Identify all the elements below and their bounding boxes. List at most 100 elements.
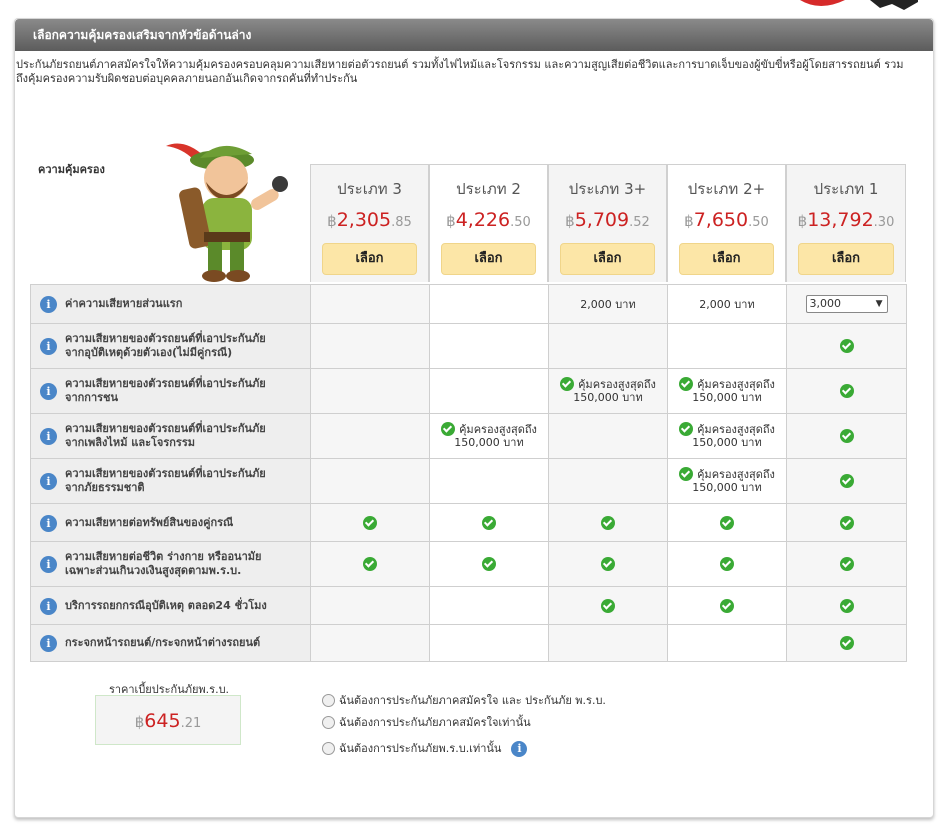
select-plan-1-button[interactable]: เลือก — [798, 243, 894, 275]
info-icon[interactable]: i — [40, 338, 57, 355]
row-label-text: ความเสียหายของตัวรถยนต์ที่เอาประกันภัย — [65, 377, 266, 390]
coverage-column-label: ความคุ้มครอง — [38, 163, 105, 176]
cell — [667, 323, 787, 369]
check-icon — [560, 377, 575, 391]
check-icon — [363, 515, 377, 530]
check-icon — [601, 557, 615, 571]
price-decimal: .85 — [391, 215, 412, 230]
price-decimal: .50 — [510, 215, 531, 230]
cell — [548, 323, 668, 369]
check-icon — [482, 515, 496, 530]
info-icon[interactable]: i — [40, 383, 57, 400]
table-row-collision: i ความเสียหายของตัวรถยนต์ที่เอาประกันภัยจ… — [30, 368, 907, 414]
check-icon — [839, 429, 854, 443]
select-plan-2-button[interactable]: เลือก — [441, 243, 536, 275]
plan-name: ประเภท 2 — [456, 180, 521, 198]
row-label: i กระจกหน้ารถยนต์/กระจกหน้าต่างรถยนต์ — [30, 624, 311, 662]
row-label-text: ความเสียหายต่อชีวิต ร่างกาย หรืออนามัย — [65, 550, 262, 563]
cell — [429, 368, 549, 414]
plan-type-2-plus: ประเภท 2+ ฿7,650.50 เลือก — [667, 164, 786, 282]
cell — [667, 503, 787, 542]
price-integer: 645 — [144, 710, 181, 732]
check-icon — [839, 515, 854, 530]
radio-button[interactable] — [322, 715, 335, 729]
plan-name: ประเภท 3+ — [568, 180, 647, 198]
select-plan-2-plus-button[interactable]: เลือก — [679, 243, 774, 275]
option-voluntary-and-compulsory[interactable]: ฉันต้องการประกันภัยภาคสมัครใจ และ ประกัน… — [322, 693, 606, 715]
price-decimal: .21 — [180, 716, 202, 731]
row-label-text: ความเสียหายของตัวรถยนต์ที่เอาประกันภัย — [65, 422, 266, 435]
row-label: i ความเสียหายต่อทรัพย์สินของคู่กรณี — [30, 503, 311, 542]
row-label-text: กระจกหน้ารถยนต์/กระจกหน้าต่างรถยนต์ — [65, 636, 261, 649]
cap-text: คุ้มครองสูงสุดถึง — [697, 468, 775, 481]
check-icon — [601, 598, 615, 613]
dropdown-arrow-icon: ▼ — [875, 299, 883, 309]
select-plan-3-plus-button[interactable]: เลือก — [560, 243, 655, 275]
cell: คุ้มครองสูงสุดถึง 150,000 บาท — [429, 413, 549, 459]
option-label: ฉันต้องการประกันภัยพ.ร.บ.เท่านั้น — [339, 742, 502, 755]
row-label-text: บริการรถยกกรณีอุบัติเหตุ ตลอด24 ชั่วโมง — [65, 598, 267, 612]
row-label: i ความเสียหายของตัวรถยนต์ที่เอาประกันภัยจ… — [30, 458, 311, 504]
cell — [548, 458, 668, 504]
table-row-windshield: i กระจกหน้ารถยนต์/กระจกหน้าต่างรถยนต์ — [30, 624, 907, 662]
currency-symbol: ฿ — [446, 212, 456, 230]
check-icon — [441, 422, 456, 436]
option-label: ฉันต้องการประกันภัยภาคสมัครใจเท่านั้น — [339, 716, 531, 729]
currency-symbol: ฿ — [797, 212, 808, 230]
plan-type-1: ประเภท 1 ฿13,792.30 เลือก — [786, 164, 906, 282]
option-compulsory-only[interactable]: ฉันต้องการประกันภัยพ.ร.บ.เท่านั้น i — [322, 741, 606, 763]
info-icon[interactable]: i — [511, 741, 528, 757]
plan-name: ประเภท 3 — [337, 180, 402, 198]
coverage-table: i ค่าความเสียหายส่วนแรก 2,000 บาท 2,000 บ… — [30, 284, 907, 662]
plan-type-2: ประเภท 2 ฿4,226.50 เลือก — [429, 164, 548, 282]
check-icon — [679, 467, 694, 481]
deductible-value: 2,000 บาท — [667, 284, 787, 324]
cell — [310, 586, 430, 625]
table-row-fire-theft: i ความเสียหายของตัวรถยนต์ที่เอาประกันภัยจ… — [30, 413, 907, 459]
check-icon — [720, 515, 734, 530]
cell — [429, 624, 549, 662]
row-label-text: ความเสียหายของตัวรถยนต์ที่เอาประกันภัย — [65, 467, 266, 480]
cap-amount: 150,000 บาท — [692, 436, 762, 449]
check-icon — [839, 598, 854, 613]
cap-text: คุ้มครองสูงสุดถึง — [578, 378, 656, 391]
cell — [310, 541, 430, 587]
cell — [786, 586, 907, 625]
table-row-natural-disaster: i ความเสียหายของตัวรถยนต์ที่เอาประกันภัยจ… — [30, 458, 907, 504]
select-plan-3-button[interactable]: เลือก — [322, 243, 417, 275]
cell — [667, 624, 787, 662]
deductible-select[interactable]: 3,000 ▼ — [805, 295, 888, 313]
check-icon — [839, 339, 854, 353]
row-label-text: ค่าความเสียหายส่วนแรก — [65, 297, 183, 310]
currency-symbol: ฿ — [565, 212, 575, 230]
cell — [786, 413, 907, 459]
cell — [429, 284, 549, 324]
info-icon[interactable]: i — [40, 556, 57, 573]
row-label-text: เฉพาะส่วนเกินวงเงินสูงสุดตามพ.ร.บ. — [65, 564, 242, 577]
info-icon[interactable]: i — [40, 473, 57, 490]
cap-text: คุ้มครองสูงสุดถึง — [697, 378, 775, 391]
cell: คุ้มครองสูงสุดถึง 150,000 บาท — [667, 458, 787, 504]
cell: คุ้มครองสูงสุดถึง 150,000 บาท — [548, 368, 668, 414]
radio-button[interactable] — [322, 741, 335, 755]
deductible-value: 2,000 บาท — [548, 284, 668, 324]
radio-button[interactable] — [322, 693, 335, 707]
plan-price: ฿2,305.85 — [311, 209, 428, 231]
info-icon[interactable]: i — [40, 597, 57, 615]
cell — [310, 458, 430, 504]
row-label: i บริการรถยกกรณีอุบัติเหตุ ตลอด24 ชั่วโมง — [30, 586, 311, 625]
info-icon[interactable]: i — [40, 428, 57, 445]
cell — [310, 284, 430, 324]
row-label-text: ความเสียหายของตัวรถยนต์ที่เอาประกันภัย — [65, 332, 266, 345]
cell — [429, 541, 549, 587]
option-voluntary-only[interactable]: ฉันต้องการประกันภัยภาคสมัครใจเท่านั้น — [322, 715, 606, 737]
check-icon — [839, 636, 854, 650]
info-icon[interactable]: i — [40, 635, 57, 652]
row-label-text: จากอุบัติเหตุด้วยตัวเอง(ไม่มีคู่กรณี) — [65, 346, 233, 359]
price-integer: 7,650 — [693, 209, 749, 231]
archer-mascot-image — [166, 143, 288, 282]
price-integer: 5,709 — [574, 209, 630, 231]
info-icon[interactable]: i — [40, 296, 57, 313]
info-icon[interactable]: i — [40, 514, 57, 532]
check-icon — [679, 377, 694, 391]
